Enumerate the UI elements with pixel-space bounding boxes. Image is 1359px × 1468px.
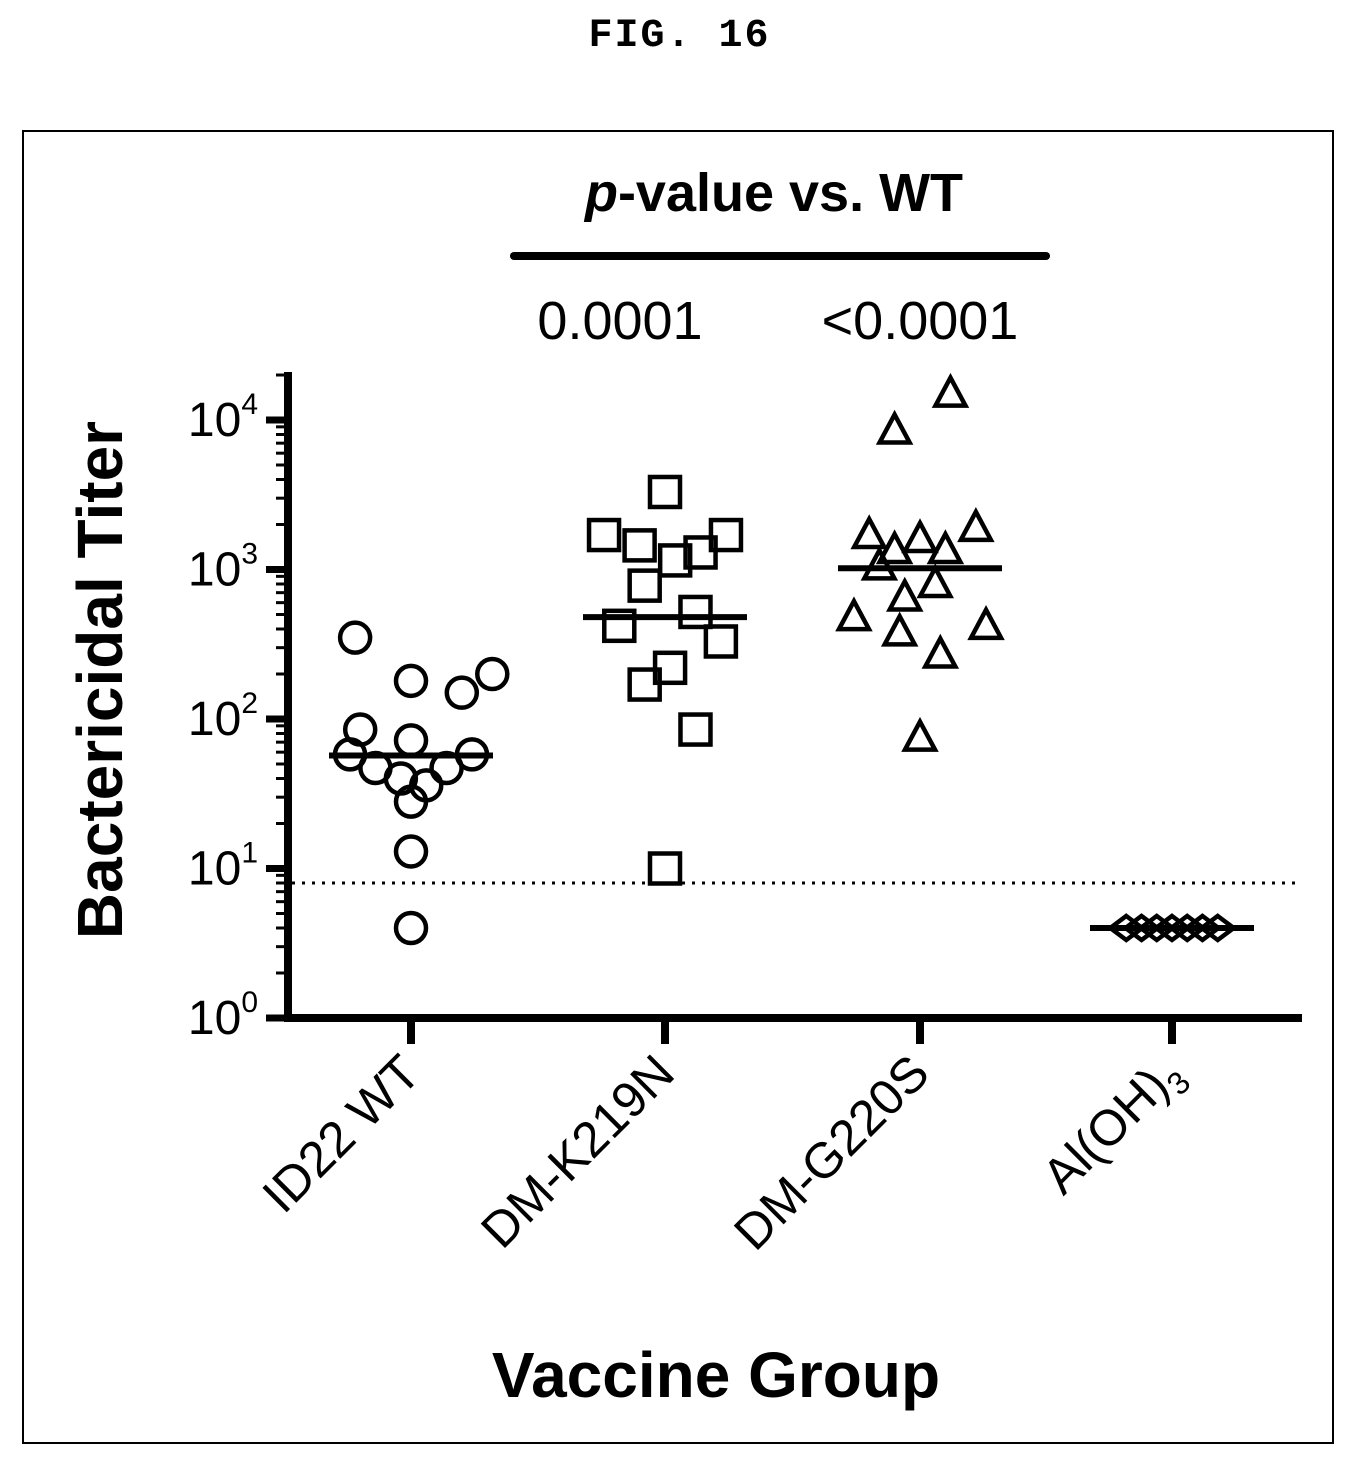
- data-point-square: [586, 517, 622, 553]
- y-tick-exponent: 3: [241, 538, 258, 571]
- data-point-square: [678, 594, 713, 630]
- y-tick-exponent: 1: [241, 837, 258, 870]
- data-point-square: [602, 608, 637, 644]
- data-point-square: [678, 712, 713, 747]
- data-point-square: [647, 851, 683, 886]
- data-point-circle: [393, 723, 429, 758]
- y-tick-exponent: 0: [241, 986, 258, 1019]
- data-point-square: [627, 568, 662, 603]
- pvalue-header-group: p-value vs. WT 0.0001 <0.0001: [510, 163, 1050, 351]
- data-point-diamond: [1152, 913, 1192, 943]
- data-point-diamond: [1137, 913, 1177, 943]
- x-axis-title: Vaccine Group: [492, 1339, 940, 1411]
- data-point-triangle: [926, 529, 965, 565]
- data-point-circle: [475, 656, 510, 692]
- pvalue-header-rest: -value vs. WT: [618, 163, 963, 223]
- data-point-square: [708, 517, 744, 553]
- data-point-diamond: [1182, 913, 1223, 943]
- data-point-triangle: [957, 507, 995, 543]
- data-point-circle: [393, 784, 429, 819]
- data-point-triangle: [835, 596, 873, 632]
- category-text: DM-K219N: [470, 1044, 684, 1258]
- y-tick-base: 10: [188, 693, 241, 746]
- data-point-triangle: [880, 611, 919, 647]
- data-point-circle: [393, 834, 429, 869]
- data-point-square: [683, 535, 718, 570]
- data-point-square: [647, 474, 683, 510]
- data-point-triangle: [931, 372, 970, 408]
- figure-label: FIG. 16: [588, 14, 771, 59]
- data-point-square: [627, 667, 662, 702]
- y-tick-base: 10: [188, 992, 241, 1045]
- x-category-label: ID22 WT: [252, 1044, 431, 1223]
- data-point-circle: [393, 663, 429, 699]
- data-point-diamond: [1197, 913, 1238, 943]
- data-point-triangle: [875, 409, 914, 445]
- x-category-label: DM-K219N: [470, 1044, 684, 1258]
- pvalue-label: 0.0001: [537, 291, 702, 351]
- category-text: DM-G220S: [723, 1044, 939, 1260]
- data-point-diamond: [1121, 913, 1162, 943]
- data-point-triangle: [921, 633, 960, 669]
- y-tick-exponent: 4: [241, 388, 258, 421]
- data-point-triangle: [901, 716, 939, 752]
- data-point-triangle: [967, 605, 1005, 641]
- x-category-label: DM-G220S: [723, 1044, 939, 1260]
- data-point-diamond: [1167, 913, 1207, 943]
- y-tick-label: 102: [188, 687, 258, 746]
- y-tick-base: 10: [188, 843, 241, 896]
- y-tick-label: 104: [188, 388, 258, 447]
- y-tick-base: 10: [188, 394, 241, 447]
- data-point-circle: [444, 675, 480, 710]
- data-point-triangle: [901, 518, 939, 554]
- data-point-diamond: [1106, 913, 1147, 943]
- data-point-triangle: [860, 545, 899, 581]
- x-category-label: Al(OH)3: [1032, 1044, 1198, 1210]
- data-point-triangle: [916, 563, 954, 599]
- data-point-circle: [393, 910, 429, 946]
- data-point-triangle: [886, 576, 924, 612]
- points-layer: [332, 372, 1238, 946]
- y-tick-label: 101: [188, 837, 258, 896]
- median-layer: [329, 565, 1254, 931]
- y-tick-base: 10: [188, 544, 241, 597]
- data-point-square: [703, 624, 739, 659]
- data-point-triangle: [850, 514, 888, 550]
- pvalue-header: p-value vs. WT: [583, 163, 963, 223]
- category-text: Al(OH): [1032, 1057, 1180, 1205]
- category-text: ID22 WT: [252, 1044, 431, 1223]
- pvalue-label: <0.0001: [822, 291, 1019, 351]
- y-tick-exponent: 2: [241, 687, 258, 720]
- data-point-circle: [337, 620, 373, 655]
- figure-frame: [22, 130, 1334, 1444]
- y-tick-label: 100: [188, 986, 258, 1045]
- data-point-square: [622, 528, 657, 563]
- pvalue-header-italic: p: [583, 163, 618, 223]
- y-tick-label: 103: [188, 538, 258, 597]
- data-point-square: [657, 543, 693, 578]
- y-axis-title: Bactericidal Titer: [64, 421, 136, 939]
- data-point-triangle: [875, 529, 914, 565]
